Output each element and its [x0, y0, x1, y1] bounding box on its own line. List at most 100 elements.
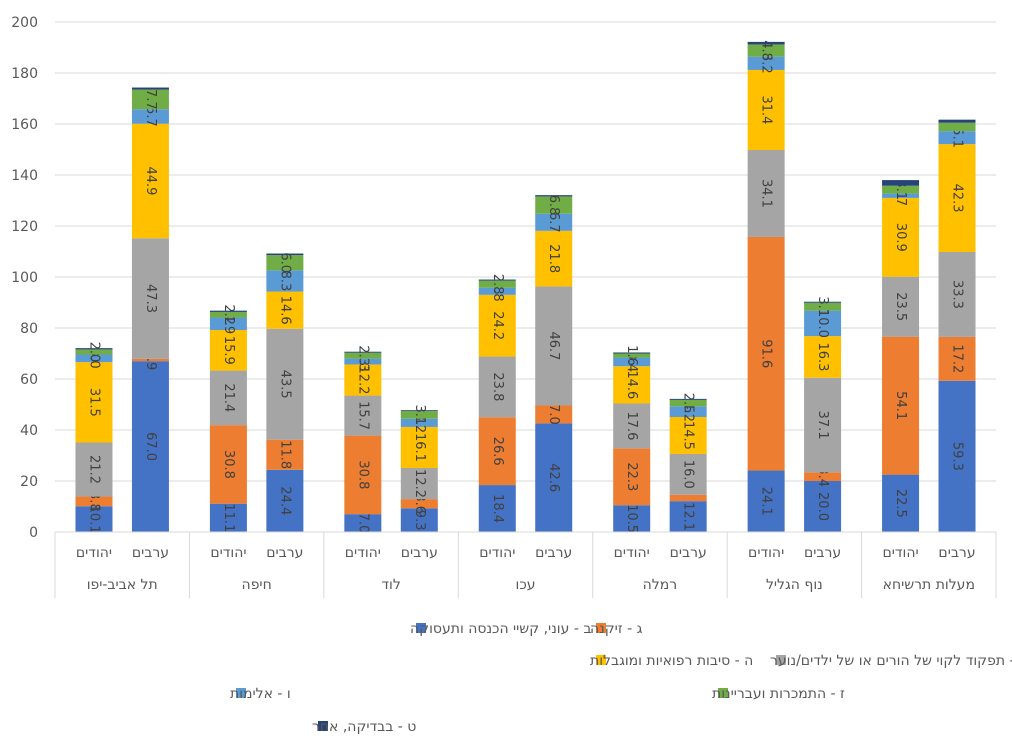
x-group-label: תל אביב-יפו: [87, 577, 158, 593]
bar-segment: [535, 405, 573, 424]
data-label: 16.3: [815, 342, 830, 371]
x-group-label: חיפה: [242, 577, 272, 593]
bar-segment: [882, 276, 920, 337]
bar-segment: [747, 56, 785, 70]
bar-segment: [75, 442, 113, 497]
x-category-label: ערבים: [535, 545, 572, 561]
bar-segment: [75, 362, 113, 443]
bar-segment: [804, 481, 842, 532]
x-group-label: לוד: [381, 577, 400, 593]
y-tick-label: 20: [20, 474, 38, 490]
bar-segment: [400, 467, 438, 500]
data-label: 30.8: [355, 460, 370, 489]
bar-segment: [613, 448, 651, 506]
x-group-label: רמלה: [643, 577, 678, 593]
data-label: 24.4: [277, 486, 292, 515]
bar-segment: [535, 196, 573, 214]
bar-segment: [747, 41, 785, 45]
data-label: 30.9: [893, 223, 908, 252]
y-axis: 0 20 40 60 80 100 120 140 160 180 200: [11, 15, 38, 541]
data-label: 46.7: [546, 332, 561, 361]
data-label: 26.6: [490, 437, 505, 466]
data-label: 42.3: [950, 184, 965, 213]
data-label: 21.8: [546, 244, 561, 273]
legend-swatch: [596, 655, 606, 665]
y-tick-label: 200: [11, 15, 38, 31]
bar-segment: [131, 89, 169, 110]
x-category-label: יהודים: [614, 545, 650, 561]
y-tick-label: 0: [29, 525, 38, 541]
data-label: 14.6: [624, 370, 639, 399]
bar-segment: [804, 336, 842, 378]
data-label: 31.5: [86, 388, 101, 417]
bar-segment: [804, 310, 842, 337]
data-label: 11.1: [221, 503, 236, 532]
bars: 10.13.821.231.53.02.067.00.947.344.95.77…: [75, 40, 976, 534]
bar-segment: [209, 330, 247, 371]
bar-segment: [938, 336, 976, 381]
data-label: 10.0: [815, 309, 830, 338]
y-tick-label: 60: [20, 372, 38, 388]
bar-segment: [478, 287, 516, 295]
data-label: 22.5: [893, 489, 908, 518]
legend-label: ז - התמכרות ועבריינות: [712, 686, 845, 702]
bar-segment: [804, 472, 842, 481]
data-label: 3.1: [815, 296, 830, 317]
data-label: 34.1: [759, 179, 774, 208]
data-label: 6.8: [546, 195, 561, 216]
x-group-label: מעלות תרשיחא: [883, 577, 975, 593]
bar-segment: [747, 470, 785, 532]
data-label: 12.2: [412, 469, 427, 498]
legend-label: ד - תפקוד לקוי של הורים או של ילדים/נוער: [770, 653, 1012, 669]
bar-segment: [75, 496, 113, 507]
bar-segment: [266, 469, 304, 532]
data-label: 16.1: [412, 433, 427, 462]
x-category-label: יהודים: [210, 545, 246, 561]
bar-segment: [535, 423, 573, 532]
data-label: 18.4: [490, 494, 505, 523]
bar-segment: [669, 501, 707, 532]
data-label: 33.3: [950, 280, 965, 309]
y-tick-label: 100: [11, 270, 38, 286]
bar-segment: [613, 353, 651, 358]
data-label: 30.8: [221, 450, 236, 479]
bar-segment: [669, 406, 707, 417]
legend-swatch: [236, 688, 246, 698]
legend-label: ו - אלימות: [230, 686, 291, 702]
bar-segment: [669, 398, 707, 400]
bar-segment: [882, 180, 920, 186]
x-category-label: ערבים: [266, 545, 303, 561]
data-label: 43.5: [277, 370, 292, 399]
data-label: 5.2: [759, 53, 774, 74]
bar-segment: [266, 328, 304, 440]
bar-segment: [613, 352, 651, 354]
data-label: 21.2: [86, 455, 101, 484]
bar-segment: [478, 356, 516, 418]
bar-segment: [747, 69, 785, 151]
x-category-label: ערבים: [132, 545, 169, 561]
bar-segment: [613, 357, 651, 367]
legend-swatch: [776, 655, 786, 665]
data-label: 23.8: [490, 372, 505, 401]
data-label: 2.5: [681, 393, 696, 414]
data-label: 5.7: [143, 106, 158, 127]
x-category-label: יהודים: [882, 545, 918, 561]
data-label: 54.1: [893, 391, 908, 420]
bar-segment: [938, 252, 976, 337]
data-label: 21.4: [221, 383, 236, 412]
data-label: 14.5: [681, 421, 696, 450]
bar-segment: [938, 119, 976, 123]
bar-segment: [266, 253, 304, 256]
bar-segment: [344, 358, 382, 365]
data-label: 16.0: [681, 460, 696, 489]
bar-segment: [131, 358, 169, 362]
bar-segment: [344, 352, 382, 359]
bar-segment: [131, 238, 169, 359]
legend-label: ה - סיבות רפואיות ומוגבלות: [590, 653, 753, 669]
data-label: 20.0: [815, 492, 830, 521]
bar-segment: [266, 439, 304, 470]
bar-segment: [938, 131, 976, 145]
bar-segment: [131, 109, 169, 124]
data-label: 7.7: [143, 89, 158, 110]
bar-segment: [209, 503, 247, 532]
